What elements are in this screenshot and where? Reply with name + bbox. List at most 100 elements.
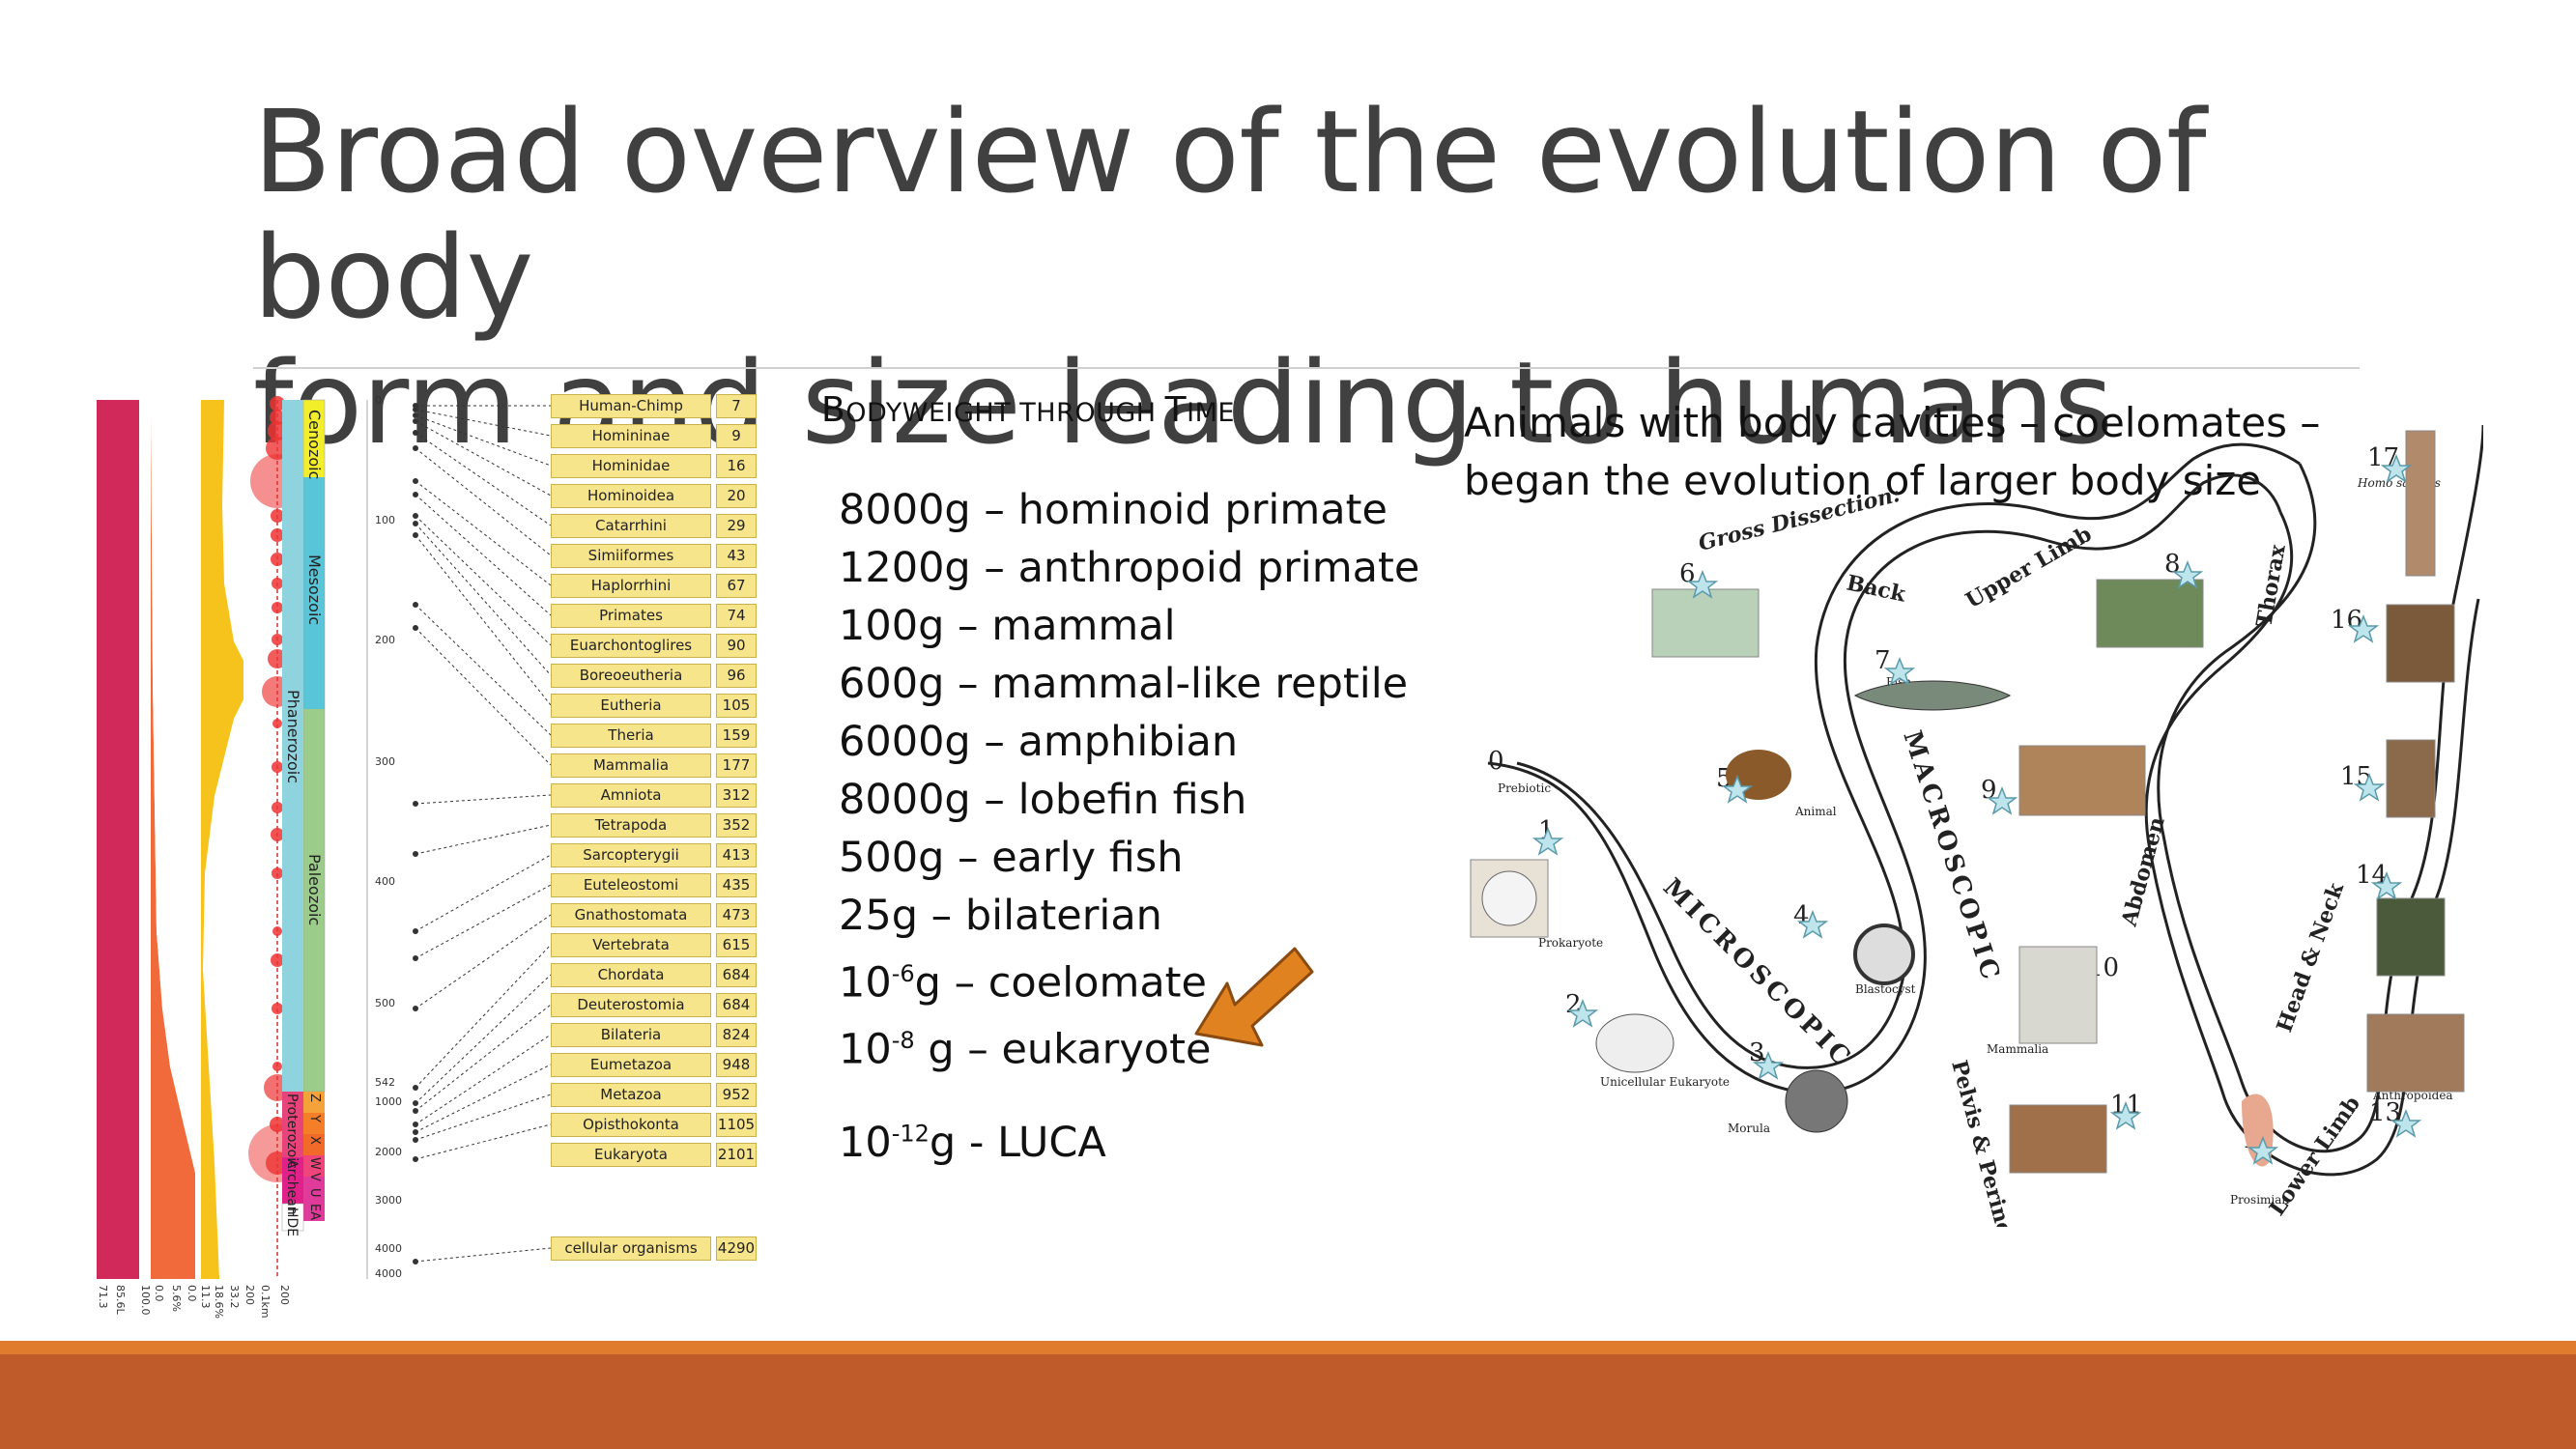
mammalia-image — [2018, 946, 2098, 1044]
taxon-label: Theria — [551, 724, 711, 748]
heading-cap-t: T — [1164, 390, 1188, 430]
taxon-label: Bilateria — [551, 1023, 711, 1047]
taxon-label: Mammalia — [551, 753, 711, 778]
taxon-age: 105 — [716, 694, 757, 718]
time-tick: 400 — [375, 875, 395, 888]
weight-text: g – coelomate — [914, 958, 1207, 1008]
taxon-age: 312 — [716, 783, 757, 808]
taxon-age: 1105 — [716, 1113, 757, 1137]
blastocyst-label: Blastocyst — [1855, 982, 1916, 996]
orange-arrow-icon — [1194, 947, 1314, 1047]
taxon-age: 473 — [716, 903, 757, 927]
taxon-label: Hominoidea — [551, 484, 711, 508]
stage-number: 0 — [1488, 747, 1504, 776]
head-neck-label: Head & Neck — [2272, 879, 2349, 1036]
timetree-figure: Cenozoic Mesozoic Paleozoic Phanerozoic … — [89, 390, 765, 1323]
weight-exponent: -6 — [891, 960, 915, 987]
period-x: X — [307, 1136, 322, 1145]
taxon-age: 413 — [716, 843, 757, 867]
bottom-axis-tick: 33.2 — [228, 1285, 241, 1309]
taxon-age: 952 — [716, 1083, 757, 1107]
back-label: Back — [1845, 570, 1908, 607]
weight-item: 10-6g – coelomate — [839, 945, 1419, 1011]
time-tick: 4000 — [375, 1242, 402, 1255]
taxon-age: 948 — [716, 1053, 757, 1077]
luca-base: 10 — [839, 1119, 892, 1167]
stage16-image — [2386, 604, 2455, 683]
bottom-axis-tick: 11.3 — [199, 1285, 212, 1309]
taxon-age: 159 — [716, 724, 757, 748]
bottom-axis-tick: 85.6L — [114, 1285, 127, 1315]
heading-cap-b: B — [821, 390, 846, 430]
luca-exponent: -12 — [891, 1120, 930, 1148]
stage11-image — [2009, 1104, 2107, 1174]
mesozoic-band — [303, 477, 325, 709]
orange-profile — [151, 400, 195, 1279]
bottom-axis-tick: 200 — [243, 1285, 256, 1305]
stage8-image — [2096, 579, 2204, 648]
title-divider — [253, 367, 2360, 369]
weight-item: 8000g – hominoid primate — [839, 481, 1419, 539]
stage-number: 3 — [1749, 1038, 1765, 1067]
taxon-age: 435 — [716, 873, 757, 897]
taxon-age: 7 — [716, 394, 757, 418]
time-tick: 200 — [375, 634, 395, 646]
taxon-age: 684 — [716, 993, 757, 1017]
period-u: U — [307, 1188, 322, 1198]
proterozoic-band — [282, 1092, 303, 1157]
taxon-label: Euteleostomi — [551, 873, 711, 897]
taxon-age: 615 — [716, 933, 757, 957]
weight-text: 8000g – hominoid primate — [839, 486, 1388, 534]
taxon-age: 2101 — [716, 1143, 757, 1167]
taxon-age: 16 — [716, 454, 757, 478]
eon-proterozoic: Proterozoic — [284, 1094, 300, 1169]
time-tick: 500 — [375, 997, 395, 1009]
cenozoic-band — [303, 400, 325, 477]
taxon-label: Hominidae — [551, 454, 711, 478]
tree-connectors — [415, 405, 552, 1263]
taxon-label: Haplorrhini — [551, 574, 711, 598]
taxon-age: 352 — [716, 813, 757, 838]
taxon-label: Opisthokonta — [551, 1113, 711, 1137]
slide-title-line1: Broad overview of the evolution of body — [253, 85, 2207, 344]
evolution-pathway-diagram: 0 1 2 3 4 5 6 7 8 9 10 11 12 13 14 15 16… — [1470, 424, 2483, 1227]
taxon-age: 824 — [716, 1023, 757, 1047]
bottom-axis-tick: 18.6% — [213, 1285, 225, 1319]
bottom-axis-tick: 0.0 — [186, 1285, 198, 1302]
time-tick: 100 — [375, 514, 395, 526]
stage14-image — [2376, 897, 2446, 977]
anthropoidea-image — [2366, 1013, 2465, 1093]
taxon-label: Boreoeutheria — [551, 664, 711, 688]
taxon-age: 90 — [716, 634, 757, 658]
taxon-label: Eutheria — [551, 694, 711, 718]
taxon-age: 96 — [716, 664, 757, 688]
star-markers — [1531, 453, 2422, 1165]
weight-text: 8000g – lobefin fish — [839, 776, 1247, 824]
weight-item: 1200g – anthropoid primate — [839, 539, 1419, 597]
eon-archean: Archean — [284, 1159, 300, 1215]
taxon-age: 684 — [716, 963, 757, 987]
unicellular-label: Unicellular Eukaryote — [1600, 1075, 1730, 1089]
taxon-age-root: 4290 — [716, 1236, 757, 1261]
era-mesozoic: Mesozoic — [305, 554, 324, 626]
stage-number: 7 — [1875, 646, 1891, 675]
bottom-axis: 71.3 85.6L 100.0 0.0 5.6% 0.0 11.3 18.6%… — [89, 1285, 398, 1323]
time-tick: 3000 — [375, 1194, 402, 1207]
weight-item: 100g – mammal — [839, 597, 1419, 655]
taxon-label: Catarrhini — [551, 514, 711, 538]
taxon-label: Sarcopterygii — [551, 843, 711, 867]
taxon-label: Gnathostomata — [551, 903, 711, 927]
taxon-age: 177 — [716, 753, 757, 778]
weight-item: 8000g – lobefin fish — [839, 771, 1419, 829]
taxon-label: Metazoa — [551, 1083, 711, 1107]
taxon-age: 43 — [716, 544, 757, 568]
period-y: Y — [307, 1115, 322, 1122]
taxon-label: Simiiformes — [551, 544, 711, 568]
heading-smallcaps-2: IME — [1187, 398, 1235, 428]
eon-phanerozoic: Phanerozoic — [284, 690, 302, 784]
era-paleozoic: Paleozoic — [305, 854, 324, 926]
bodyweight-list: 8000g – hominoid primate 1200g – anthrop… — [839, 481, 1419, 1079]
prosimian-label: Prosimian — [2230, 1193, 2289, 1207]
taxon-age: 67 — [716, 574, 757, 598]
weight-exponent: -8 — [891, 1027, 915, 1055]
